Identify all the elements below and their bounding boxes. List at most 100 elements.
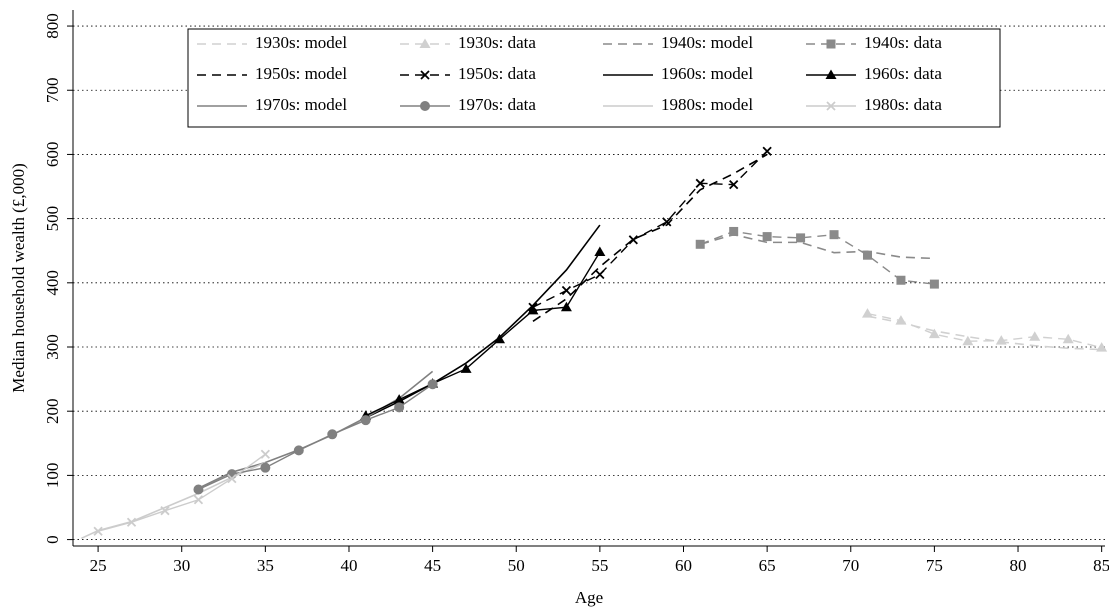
legend-item-1950s-data: 1950s: data [400, 64, 536, 83]
series [81, 146, 1108, 540]
legend-item-1950s-model-label: 1950s: model [255, 64, 347, 83]
series-1940s-data-point-2 [762, 232, 772, 242]
series-1960s-data-line [365, 251, 601, 417]
legend-item-1960s-model: 1960s: model [603, 64, 753, 83]
series-1950s-data-point-3-b [628, 235, 638, 245]
series-1930s-data-line [867, 312, 1102, 349]
series-1950s-data-point-3 [628, 235, 638, 245]
series-1960s-model-line [365, 224, 601, 419]
legend-item-1970s-model: 1970s: model [197, 95, 347, 114]
legend-item-1950s-data-marker [420, 70, 430, 80]
series-1930s-data-point-4 [995, 335, 1007, 345]
series-1940s-data-point-3 [796, 233, 806, 243]
x-tick-label-75: 75 [926, 556, 943, 575]
legend-item-1940s-model: 1940s: model [603, 33, 753, 52]
series-1950s-data-point-1-b [561, 285, 572, 296]
legend-item-1940s-model-label: 1940s: model [661, 33, 753, 52]
legend-item-1940s-data-marker [826, 39, 836, 49]
series-1950s-data-point-6 [729, 179, 739, 190]
y-tick-label-800: 800 [43, 13, 62, 39]
series-1930s-model [867, 315, 1102, 351]
axes: 0 100 200 300 400 500 600 700 800 25 30 35 40 45 50 55 6… [43, 10, 1109, 575]
series-1970s-data-point-3 [293, 445, 304, 456]
series-1970s-data-point-6 [394, 402, 405, 413]
x-tick-label-35: 35 [257, 556, 274, 575]
series-1950s-data-point-2-b [595, 269, 605, 280]
x-tick-label-55: 55 [591, 556, 608, 575]
series-1970s-data-line [198, 383, 434, 491]
x-tick-label-45: 45 [424, 556, 441, 575]
y-tick-label-100: 100 [43, 463, 62, 489]
legend-item-1930s-data: 1930s: data [400, 33, 536, 52]
series-1960s-model [365, 224, 601, 419]
legend-item-1960s-data-marker [825, 69, 837, 79]
series-1950s-data-point-6-b [729, 179, 739, 190]
series-1940s-data-point-4 [829, 230, 839, 240]
series-1930s-data-point-7 [1096, 342, 1108, 352]
legend-item-1960s-data-label: 1960s: data [864, 64, 942, 83]
x-tick-label-25: 25 [90, 556, 107, 575]
legend-item-1980s-model: 1980s: model [603, 95, 753, 114]
series-1980s-data-point-0-b [93, 526, 103, 536]
x-tick-label-60: 60 [675, 556, 692, 575]
y-tick-label-400: 400 [43, 270, 62, 296]
y-tick-label-700: 700 [43, 77, 62, 103]
series-1980s-data-point-1-b [126, 517, 137, 527]
x-tick-label-40: 40 [340, 556, 357, 575]
x-tick-label-80: 80 [1010, 556, 1027, 575]
series-1970s-data [193, 379, 438, 495]
series-1940s-data-point-1 [729, 226, 739, 236]
series-1940s-model [700, 233, 935, 260]
series-1980s-data-point-2-b [160, 506, 170, 516]
x-tick-label-85: 85 [1093, 556, 1109, 575]
y-tick-label-0: 0 [43, 535, 62, 544]
series-1970s-data-point-1 [226, 469, 237, 480]
series-1950s-model-line [532, 153, 768, 322]
legend-item-1930s-model: 1930s: model [197, 33, 347, 52]
series-1980s-data-point-4 [227, 473, 237, 484]
series-1930s-data [861, 308, 1108, 352]
series-1980s-data-line [97, 453, 266, 532]
x-tick-label-30: 30 [173, 556, 190, 575]
legend-item-1950s-data-marker-b [420, 70, 430, 80]
series-1930s-data-point-5 [1029, 331, 1041, 341]
series-1970s-data-point-0 [193, 484, 204, 495]
series-1980s-data-point-4-b [227, 473, 237, 484]
legend-item-1980s-data-marker-b [826, 101, 836, 111]
series-1960s-data-point-4 [494, 333, 506, 344]
series-1940s-data-point-6 [896, 275, 906, 285]
legend-item-1970s-data: 1970s: data [400, 95, 536, 114]
legend: 1930s: model 1930s: data 1940s: model 1940s… [187, 28, 1001, 128]
series-1940s-model-line [700, 233, 935, 260]
x-tick-label-50: 50 [508, 556, 525, 575]
legend-item-1980s-model-label: 1980s: model [661, 95, 753, 114]
series-1930s-data-point-0 [861, 308, 873, 318]
series-1980s-data-point-2 [160, 506, 170, 516]
series-1930s-data-point-6 [1062, 333, 1074, 344]
series-1980s-data-point-0 [93, 526, 103, 536]
series-1930s-model-line [867, 315, 1102, 351]
series-1970s-data-point-5 [360, 415, 371, 426]
y-tick-label-200: 200 [43, 398, 62, 424]
series-1950s-data-point-4 [662, 217, 672, 227]
legend-box [187, 28, 1001, 128]
series-1960s-data-point-6 [560, 301, 572, 312]
legend-item-1960s-data: 1960s: data [806, 64, 942, 83]
legend-item-1980s-data-label: 1980s: data [864, 95, 942, 114]
series-1940s-data-point-5 [862, 250, 872, 260]
series-1950s-data-point-2 [595, 269, 605, 280]
legend-item-1930s-data-marker [419, 38, 431, 48]
series-1950s-data-point-5 [695, 178, 705, 188]
legend-item-1940s-data: 1940s: data [806, 33, 942, 52]
y-tick-label-600: 600 [43, 142, 62, 168]
series-1980s-data-point-3 [193, 495, 204, 505]
series-1950s-data-point-7-b [762, 146, 772, 156]
y-axis-title: Median household wealth (£,000) [9, 163, 28, 392]
series-1950s-model [532, 153, 768, 322]
series-1960s-data [360, 246, 606, 420]
series-1940s-data-point-7 [929, 279, 939, 289]
series-1970s-data-point-2 [260, 462, 271, 473]
x-axis-title: Age [575, 588, 603, 607]
series-1960s-data-point-1 [393, 394, 405, 404]
legend-item-1970s-data-label: 1970s: data [458, 95, 536, 114]
